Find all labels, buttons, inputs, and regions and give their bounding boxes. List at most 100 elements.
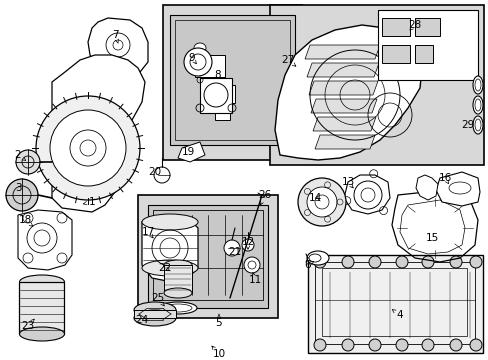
- Bar: [215, 108, 229, 120]
- Polygon shape: [415, 175, 437, 200]
- Polygon shape: [305, 45, 379, 59]
- Polygon shape: [343, 175, 389, 214]
- Bar: [138, 195, 278, 318]
- Circle shape: [421, 339, 433, 351]
- Ellipse shape: [472, 116, 482, 134]
- Circle shape: [313, 256, 325, 268]
- Polygon shape: [314, 135, 374, 149]
- Polygon shape: [88, 18, 148, 80]
- Bar: [381, 45, 409, 63]
- Text: 6: 6: [304, 260, 311, 270]
- Polygon shape: [178, 142, 204, 162]
- Circle shape: [6, 179, 38, 211]
- Text: 15: 15: [425, 233, 438, 243]
- Ellipse shape: [142, 214, 198, 230]
- Bar: [321, 268, 466, 336]
- Text: 29: 29: [461, 120, 474, 130]
- Circle shape: [183, 48, 212, 76]
- Circle shape: [224, 240, 240, 256]
- Text: 19: 19: [181, 147, 194, 157]
- Polygon shape: [170, 15, 294, 145]
- Circle shape: [368, 339, 380, 351]
- Bar: [153, 210, 263, 300]
- Circle shape: [16, 150, 40, 174]
- Circle shape: [242, 239, 253, 251]
- Bar: [381, 18, 409, 36]
- Polygon shape: [18, 210, 72, 270]
- Text: 23: 23: [21, 321, 35, 331]
- Polygon shape: [142, 215, 198, 282]
- Text: 7: 7: [111, 30, 118, 40]
- Circle shape: [449, 256, 461, 268]
- Polygon shape: [306, 63, 378, 77]
- Text: 1: 1: [88, 197, 95, 207]
- Bar: [163, 265, 192, 293]
- Bar: [215, 85, 235, 103]
- Text: 14: 14: [308, 193, 321, 203]
- Text: 25: 25: [151, 293, 164, 303]
- Bar: [307, 255, 482, 353]
- Text: 21: 21: [228, 247, 241, 257]
- Circle shape: [297, 178, 346, 226]
- Ellipse shape: [159, 302, 197, 314]
- Circle shape: [421, 256, 433, 268]
- Bar: [195, 55, 224, 77]
- Text: 9: 9: [188, 53, 195, 63]
- Text: 27: 27: [281, 55, 294, 65]
- Circle shape: [244, 257, 260, 273]
- Text: 8: 8: [214, 70, 221, 80]
- Circle shape: [306, 187, 336, 217]
- Ellipse shape: [472, 96, 482, 114]
- Bar: [19, 282, 64, 334]
- Circle shape: [50, 110, 126, 186]
- Text: 24: 24: [135, 315, 148, 325]
- Circle shape: [368, 256, 380, 268]
- Circle shape: [341, 339, 353, 351]
- Ellipse shape: [163, 288, 192, 298]
- Ellipse shape: [142, 260, 198, 276]
- Ellipse shape: [20, 275, 64, 289]
- Bar: [414, 18, 439, 36]
- Text: 22: 22: [158, 263, 171, 273]
- Text: 12: 12: [241, 237, 254, 247]
- Bar: [163, 5, 302, 160]
- Circle shape: [469, 339, 481, 351]
- Polygon shape: [52, 55, 145, 212]
- Text: 26: 26: [258, 190, 271, 200]
- Text: 28: 28: [407, 20, 421, 30]
- Ellipse shape: [472, 76, 482, 94]
- Text: 16: 16: [437, 173, 451, 183]
- Bar: [314, 262, 474, 344]
- Circle shape: [395, 256, 407, 268]
- Text: 10: 10: [212, 349, 225, 359]
- Circle shape: [395, 339, 407, 351]
- Ellipse shape: [20, 327, 64, 341]
- Circle shape: [154, 167, 170, 183]
- Text: 3: 3: [15, 183, 21, 193]
- Ellipse shape: [134, 302, 176, 318]
- Polygon shape: [148, 205, 267, 308]
- Circle shape: [341, 256, 353, 268]
- Text: 13: 13: [341, 177, 354, 187]
- Circle shape: [36, 96, 140, 200]
- Text: 20: 20: [148, 167, 161, 177]
- Polygon shape: [312, 117, 375, 131]
- Ellipse shape: [194, 43, 205, 53]
- Ellipse shape: [163, 260, 192, 270]
- Ellipse shape: [306, 251, 328, 265]
- Text: 5: 5: [215, 318, 222, 328]
- Polygon shape: [310, 99, 376, 113]
- Bar: [175, 20, 289, 140]
- Text: 18: 18: [19, 215, 32, 225]
- Text: 11: 11: [248, 275, 261, 285]
- Bar: [134, 310, 176, 318]
- Bar: [414, 45, 432, 63]
- Bar: [200, 78, 231, 113]
- Polygon shape: [435, 172, 479, 206]
- Text: 2: 2: [15, 150, 21, 160]
- Ellipse shape: [134, 310, 176, 326]
- Bar: [377, 10, 477, 80]
- Polygon shape: [274, 25, 421, 160]
- Circle shape: [469, 256, 481, 268]
- Text: 4: 4: [396, 310, 403, 320]
